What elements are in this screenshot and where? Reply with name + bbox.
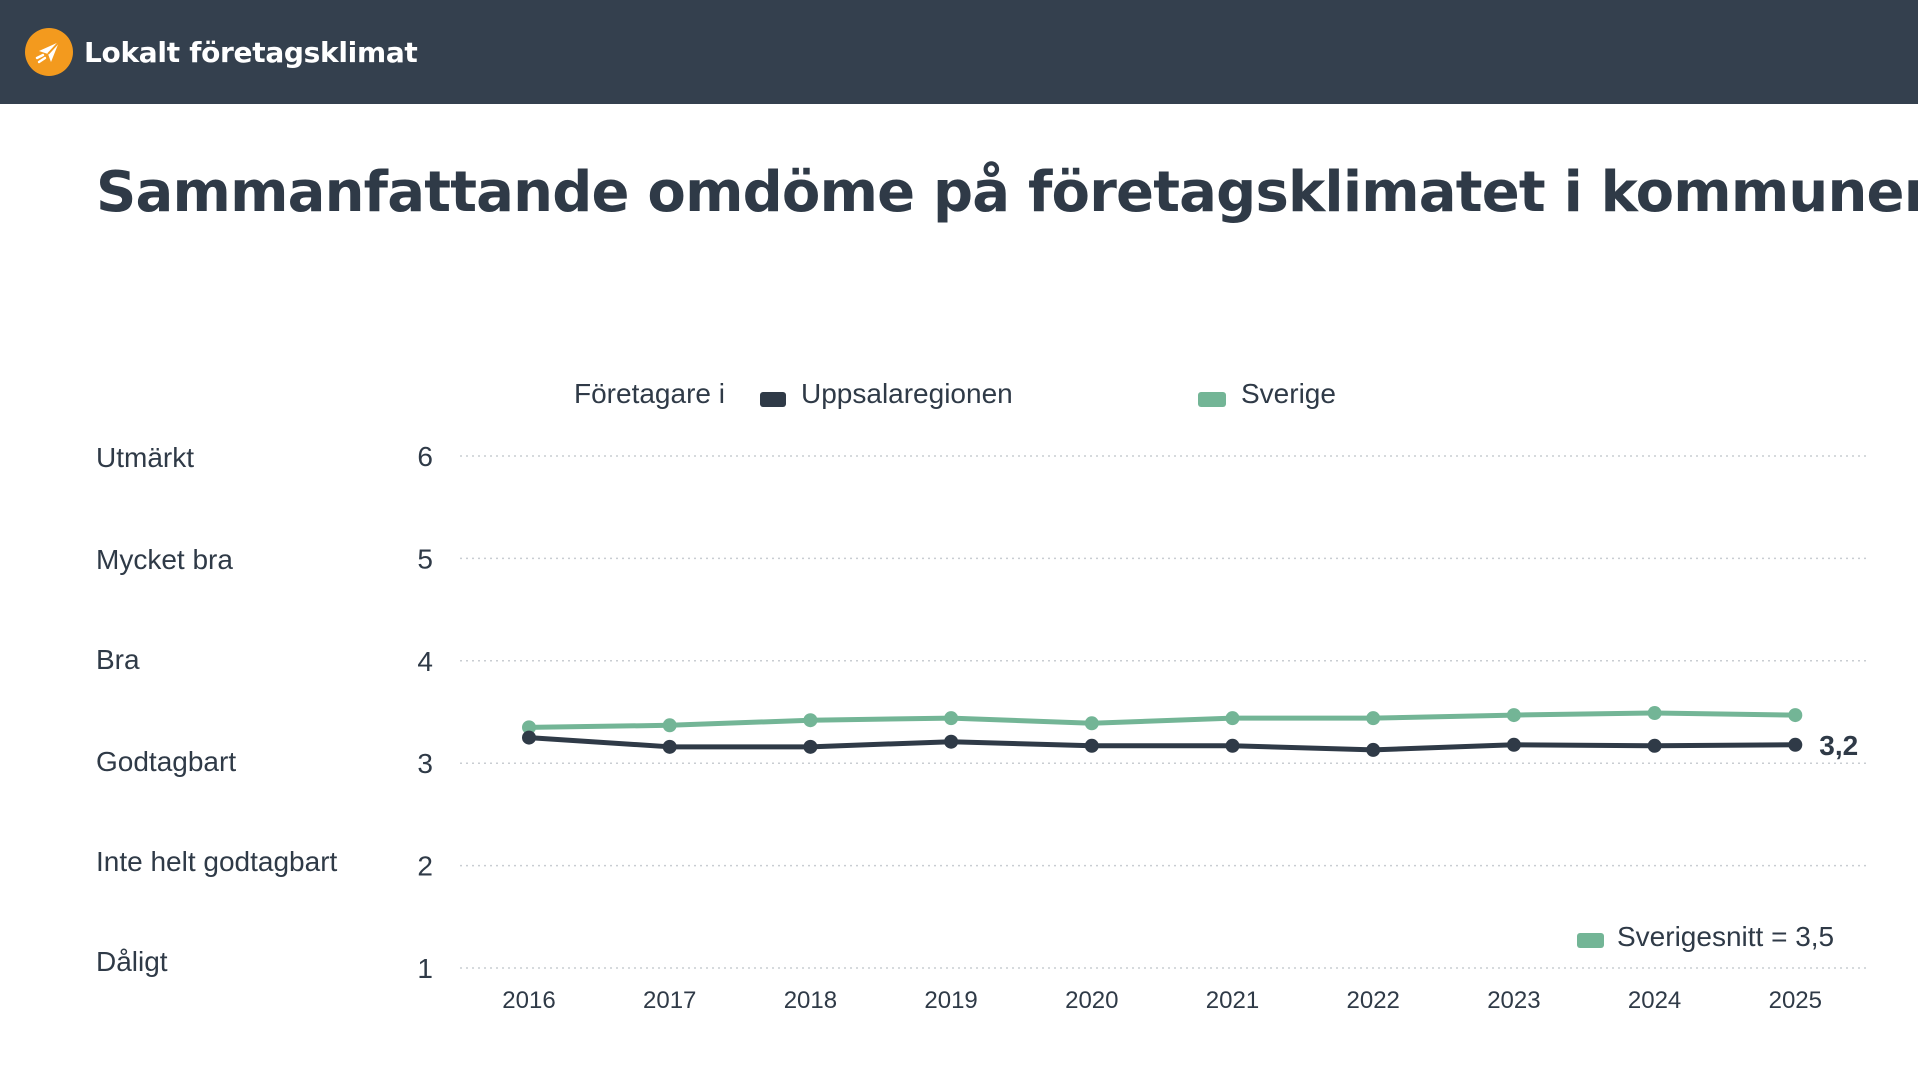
x-tick-label-2019: 2019	[924, 987, 977, 1014]
x-tick-label-2025: 2025	[1769, 987, 1822, 1014]
series-line-uppsalaregionen	[526, 735, 1798, 753]
series-line-sverige	[526, 710, 1798, 730]
data-point-uppsalaregionen-2022	[1366, 742, 1381, 757]
sweden-average-note: Sverigesnitt = 3,5	[1617, 921, 1835, 952]
data-point-sverige-2021	[1225, 711, 1240, 726]
data-point-uppsalaregionen-2020	[1084, 738, 1099, 753]
data-point-uppsalaregionen-2019	[944, 734, 959, 749]
y-tick-label-1: 1	[417, 953, 433, 984]
data-point-sverige-2016	[522, 720, 536, 735]
rating-label-inte-helt-godtagbart: Inte helt godtagbart	[96, 846, 338, 877]
data-point-sverige-2018	[803, 713, 818, 728]
top-bar: Lokalt företagsklimat	[0, 0, 1918, 104]
x-tick-label-2022: 2022	[1347, 987, 1400, 1014]
data-point-sverige-2020	[1084, 716, 1099, 731]
rating-label-godtagbart: Godtagbart	[96, 746, 237, 777]
x-tick-label-2016: 2016	[502, 987, 555, 1014]
x-tick-label-2024: 2024	[1628, 987, 1681, 1014]
page-title: Sammanfattande omdöme på företagsklimate…	[96, 160, 1918, 225]
app-logo-link[interactable]: Lokalt företagsklimat	[25, 28, 418, 76]
rating-label-bra: Bra	[96, 644, 140, 675]
rating-label-utmarkt: Utmärkt	[96, 442, 194, 473]
app-title: Lokalt företagsklimat	[84, 35, 418, 69]
average-swatch	[1577, 933, 1604, 948]
y-tick-label-4: 4	[417, 646, 433, 677]
x-tick-label-2017: 2017	[643, 987, 696, 1014]
y-tick-label-3: 3	[417, 748, 433, 779]
data-point-uppsalaregionen-2024	[1647, 738, 1662, 753]
data-point-uppsalaregionen-2023	[1506, 737, 1521, 752]
data-point-sverige-2025	[1788, 708, 1803, 723]
legend-swatch-sverige	[1198, 392, 1226, 407]
end-value-label: 3,2	[1819, 730, 1858, 761]
data-point-uppsalaregionen-2025	[1788, 737, 1803, 752]
x-tick-label-2021: 2021	[1206, 987, 1259, 1014]
rating-label-daligt: Dåligt	[96, 946, 168, 977]
x-tick-label-2023: 2023	[1487, 987, 1540, 1014]
data-point-uppsalaregionen-2016	[522, 730, 536, 745]
legend-label-sverige: Sverige	[1241, 378, 1336, 409]
y-tick-label-5: 5	[417, 543, 433, 574]
legend-prefix: Företagare i	[574, 378, 725, 409]
paper-plane-icon	[25, 28, 73, 76]
data-point-sverige-2019	[944, 711, 959, 726]
x-tick-label-2020: 2020	[1065, 987, 1118, 1014]
data-point-sverige-2024	[1647, 706, 1662, 721]
data-point-uppsalaregionen-2018	[803, 739, 818, 754]
legend-swatch-uppsalaregionen	[760, 392, 786, 407]
data-point-uppsalaregionen-2021	[1225, 738, 1240, 753]
x-tick-label-2018: 2018	[784, 987, 837, 1014]
legend-label-uppsalaregionen: Uppsalaregionen	[801, 378, 1013, 409]
y-tick-label-2: 2	[417, 851, 433, 882]
rating-label-mycket-bra: Mycket bra	[96, 544, 233, 575]
y-tick-label-6: 6	[417, 441, 433, 472]
data-point-sverige-2017	[662, 718, 677, 733]
data-point-sverige-2023	[1506, 708, 1521, 723]
data-point-sverige-2022	[1366, 711, 1381, 726]
data-point-uppsalaregionen-2017	[662, 739, 677, 754]
